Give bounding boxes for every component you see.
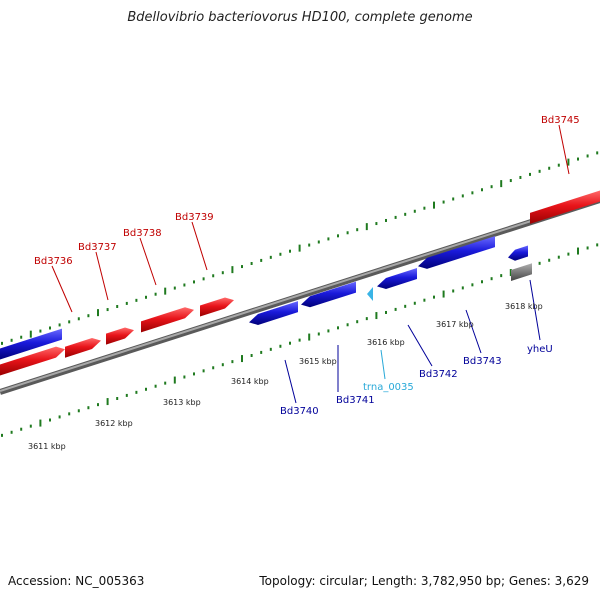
gene-bd3740 [249, 301, 298, 325]
label-leader-lines [51, 124, 570, 404]
leader-bd3742 [407, 324, 433, 367]
gene-label-bd3743[interactable]: Bd3743 [463, 356, 502, 367]
accession-text: Accession: NC_005363 [8, 574, 145, 588]
genome-summary-text: Topology: circular; Length: 3,782,950 bp… [259, 574, 589, 588]
scale-label-3618: 3618 kbp [505, 302, 543, 311]
leader-bd3745 [558, 124, 570, 175]
gene-label-bd3745[interactable]: Bd3745 [541, 115, 580, 126]
scale-label-3614: 3614 kbp [231, 377, 269, 386]
scale-label-3611: 3611 kbp [28, 442, 66, 451]
gene-bd3741 [301, 281, 356, 308]
leader-bd3743 [465, 309, 482, 354]
leader-bd3740 [284, 359, 297, 404]
genome-backbone [0, 197, 600, 395]
scale-label-3613: 3613 kbp [163, 398, 201, 407]
gene-bd3736 [0, 346, 65, 376]
gene-bd3742 [377, 268, 417, 289]
gene-bd3745 [530, 190, 600, 224]
scale-label-3612: 3612 kbp [95, 419, 133, 428]
gene-label-bd3739[interactable]: Bd3739 [175, 212, 214, 223]
gene-label-bd3737[interactable]: Bd3737 [78, 242, 117, 253]
gene-label-yheu[interactable]: yheU [527, 344, 553, 355]
gene-label-bd3742[interactable]: Bd3742 [419, 369, 458, 380]
forward-scale-ticks [1, 151, 599, 345]
gene-misc [511, 263, 532, 281]
leader-bd3738 [139, 237, 157, 286]
scale-label-3615: 3615 kbp [299, 357, 337, 366]
leader-bd3737 [95, 251, 109, 301]
leader-yheu [529, 279, 541, 341]
gene-bd3743 [418, 236, 495, 269]
gene-label-bd3741[interactable]: Bd3741 [336, 395, 375, 406]
leader-trna-0035 [380, 349, 386, 380]
leader-bd3739 [191, 221, 208, 271]
leader-bd3736 [51, 265, 73, 313]
gene-features [0, 190, 600, 376]
gene-trna-0035 [367, 287, 373, 301]
scale-label-3617: 3617 kbp [436, 320, 474, 329]
gene-bd3739b [200, 297, 234, 317]
gene-label-bd3738[interactable]: Bd3738 [123, 228, 162, 239]
gene-bd3738 [106, 327, 134, 345]
gene-label-bd3736[interactable]: Bd3736 [34, 256, 73, 267]
gene-label-trna-0035[interactable]: trna_0035 [363, 382, 414, 393]
gene-bd3737 [65, 338, 101, 358]
gene-label-bd3740[interactable]: Bd3740 [280, 406, 319, 417]
gene-yheu [508, 245, 528, 261]
scale-label-3616: 3616 kbp [367, 338, 405, 347]
gene-reverse-left [0, 328, 62, 360]
gene-bd3739 [141, 307, 194, 333]
reverse-scale-ticks [1, 243, 599, 437]
genome-title: Bdellovibrio bacteriovorus HD100, comple… [127, 10, 473, 25]
